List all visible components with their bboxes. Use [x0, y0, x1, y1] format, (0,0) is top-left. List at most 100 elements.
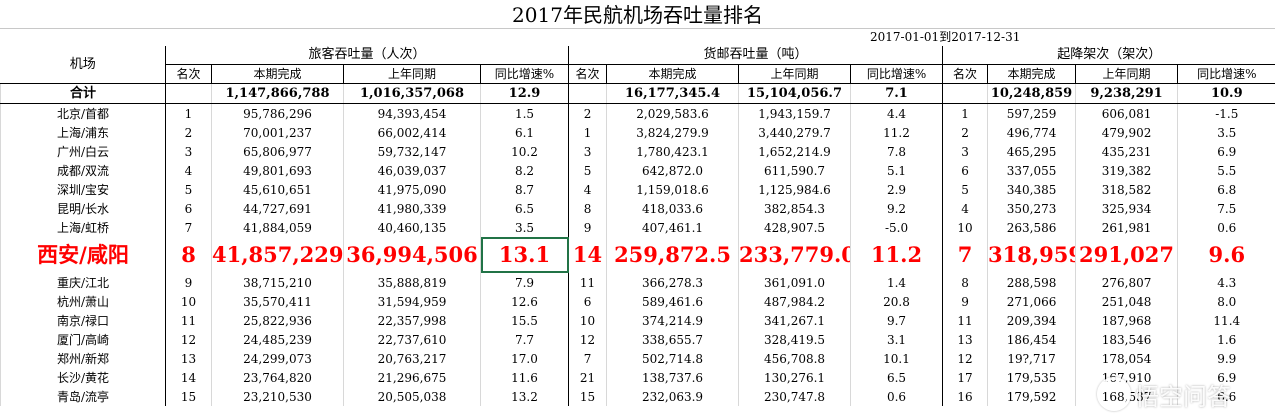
cell-p-last[interactable]: 40,460,135 — [343, 218, 481, 237]
cell-p-last[interactable]: 31,594,959 — [343, 292, 481, 311]
cell-f-current[interactable]: 318,959 — [987, 237, 1076, 273]
cell-airport-name[interactable]: 郑州/新郑 — [0, 349, 166, 368]
cell-p-last[interactable]: 94,393,454 — [343, 103, 481, 123]
cell-p-current[interactable]: 24,299,073 — [211, 349, 344, 368]
cell-f-current[interactable]: 337,055 — [987, 161, 1076, 180]
cell-c-growth[interactable]: 7.8 — [850, 142, 943, 161]
cell-f-rank[interactable]: 1 — [942, 103, 988, 123]
table-row[interactable]: 重庆/江北 9 38,715,210 35,888,819 7.9 11 366,278.3… — [0, 273, 1275, 292]
cell-f-rank[interactable]: 6 — [942, 161, 988, 180]
cell-p-last[interactable]: 22,737,610 — [343, 330, 481, 349]
cell-f-current[interactable]: 288,598 — [987, 273, 1076, 292]
cell-c-rank[interactable] — [568, 83, 607, 104]
cell-p-growth[interactable]: 6.1 — [479, 123, 569, 142]
cell-p-last[interactable]: 41,975,090 — [343, 180, 481, 199]
cell-airport-name[interactable]: 西安/咸阳 — [0, 237, 166, 273]
cell-f-growth[interactable]: 9.6 — [1177, 237, 1275, 273]
cell-f-last[interactable]: 291,027 — [1075, 237, 1178, 273]
cell-f-growth[interactable]: 0.6 — [1177, 218, 1275, 237]
cell-f-growth[interactable]: 8.0 — [1177, 292, 1275, 311]
cell-p-last[interactable]: 59,732,147 — [343, 142, 481, 161]
cell-f-growth[interactable]: 10.9 — [1177, 83, 1275, 104]
cell-f-current[interactable]: 186,454 — [987, 330, 1076, 349]
cell-c-rank[interactable]: 14 — [568, 237, 607, 273]
cell-f-current[interactable]: 496,774 — [987, 123, 1076, 142]
cell-c-last[interactable]: 130,276.1 — [738, 368, 851, 387]
cell-f-growth[interactable]: 1.6 — [1177, 330, 1275, 349]
cell-c-rank[interactable]: 12 — [568, 330, 607, 349]
cell-p-current[interactable]: 70,001,237 — [211, 123, 344, 142]
cell-c-growth[interactable]: 10.1 — [850, 349, 943, 368]
cell-c-last[interactable]: 1,943,159.7 — [738, 103, 851, 123]
cell-c-growth[interactable]: 4.4 — [850, 103, 943, 123]
cell-c-rank[interactable]: 11 — [568, 273, 607, 292]
cell-airport-name[interactable]: 上海/浦东 — [0, 123, 166, 142]
cell-c-rank[interactable]: 2 — [568, 103, 607, 123]
cell-f-current[interactable]: 597,259 — [987, 103, 1076, 123]
cell-f-rank[interactable]: 13 — [942, 330, 988, 349]
cell-c-current[interactable]: 642,872.0 — [606, 161, 739, 180]
cell-p-last[interactable]: 36,994,506 — [343, 237, 481, 273]
cell-f-rank[interactable] — [942, 83, 988, 104]
cell-p-rank[interactable]: 4 — [165, 161, 212, 180]
cell-c-last[interactable]: 1,652,214.9 — [738, 142, 851, 161]
cell-p-current[interactable]: 95,786,296 — [211, 103, 344, 123]
cell-p-current[interactable]: 49,801,693 — [211, 161, 344, 180]
cell-p-growth[interactable]: 6.5 — [479, 199, 569, 218]
cell-c-rank[interactable]: 8 — [568, 199, 607, 218]
cell-airport-name[interactable]: 厦门/高崎 — [0, 330, 166, 349]
cell-c-last[interactable]: 611,590.7 — [738, 161, 851, 180]
cell-c-rank[interactable]: 4 — [568, 180, 607, 199]
cell-c-rank[interactable]: 9 — [568, 218, 607, 237]
cell-p-current[interactable]: 38,715,210 — [211, 273, 344, 292]
cell-c-current[interactable]: 374,214.9 — [606, 311, 739, 330]
cell-p-current[interactable]: 44,727,691 — [211, 199, 344, 218]
cell-f-last[interactable]: 261,981 — [1075, 218, 1178, 237]
cell-f-rank[interactable]: 16 — [942, 387, 988, 406]
cell-c-current[interactable]: 502,714.8 — [606, 349, 739, 368]
cell-c-last[interactable]: 382,854.3 — [738, 199, 851, 218]
cell-c-last[interactable]: 328,419.5 — [738, 330, 851, 349]
cell-p-current[interactable]: 41,884,059 — [211, 218, 344, 237]
total-label[interactable]: 合计 — [0, 83, 166, 104]
cell-p-growth[interactable]: 1.5 — [479, 103, 569, 123]
cell-c-rank[interactable]: 6 — [568, 292, 607, 311]
cell-f-growth[interactable]: 4.3 — [1177, 273, 1275, 292]
cell-p-rank[interactable]: 7 — [165, 218, 212, 237]
cell-p-growth[interactable]: 13.2 — [479, 387, 569, 406]
cell-c-current[interactable]: 259,872.5 — [606, 237, 739, 273]
cell-p-last[interactable]: 20,505,038 — [343, 387, 481, 406]
cell-f-growth[interactable]: 6.6 — [1177, 387, 1275, 406]
table-row[interactable]: 郑州/新郑 13 24,299,073 20,763,217 17.0 7 502,714.… — [0, 349, 1275, 368]
cell-f-last[interactable]: 251,048 — [1075, 292, 1178, 311]
cell-f-last[interactable]: 9,238,291 — [1075, 83, 1178, 104]
cell-airport-name[interactable]: 深圳/宝安 — [0, 180, 166, 199]
cell-p-rank[interactable]: 5 — [165, 180, 212, 199]
cell-f-growth[interactable]: 7.5 — [1177, 199, 1275, 218]
cell-p-last[interactable]: 1,016,357,068 — [343, 83, 481, 104]
cell-p-last[interactable]: 20,763,217 — [343, 349, 481, 368]
cell-c-current[interactable]: 407,461.1 — [606, 218, 739, 237]
cell-c-current[interactable]: 2,029,583.6 — [606, 103, 739, 123]
cell-p-last[interactable]: 21,296,675 — [343, 368, 481, 387]
cell-c-current[interactable]: 1,780,423.1 — [606, 142, 739, 161]
cell-airport-name[interactable]: 上海/虹桥 — [0, 218, 166, 237]
cell-c-growth[interactable]: 0.6 — [850, 387, 943, 406]
cell-p-rank[interactable]: 9 — [165, 273, 212, 292]
cell-p-rank[interactable]: 1 — [165, 103, 212, 123]
cell-c-last[interactable]: 428,907.5 — [738, 218, 851, 237]
cell-c-rank[interactable]: 15 — [568, 387, 607, 406]
cell-airport-name[interactable]: 成都/双流 — [0, 161, 166, 180]
cell-p-current[interactable]: 24,485,239 — [211, 330, 344, 349]
cell-c-last[interactable]: 487,984.2 — [738, 292, 851, 311]
table-row[interactable]: 西安/咸阳 8 41,857,229 36,994,506 13.1 14 259,872.… — [0, 237, 1275, 273]
cell-f-rank[interactable]: 17 — [942, 368, 988, 387]
cell-f-last[interactable]: 319,382 — [1075, 161, 1178, 180]
cell-p-growth[interactable]: 12.9 — [479, 83, 569, 104]
cell-c-growth[interactable]: 9.7 — [850, 311, 943, 330]
cell-p-growth[interactable]: 7.7 — [479, 330, 569, 349]
cell-c-current[interactable]: 418,033.6 — [606, 199, 739, 218]
cell-c-last[interactable]: 233,779.0 — [738, 237, 851, 273]
cell-f-current[interactable]: 350,273 — [987, 199, 1076, 218]
cell-c-current[interactable]: 366,278.3 — [606, 273, 739, 292]
